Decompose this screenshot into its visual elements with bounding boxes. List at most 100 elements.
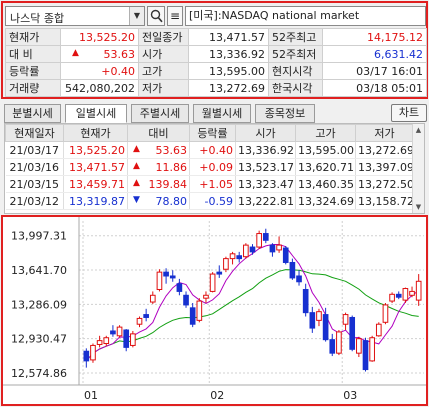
ma-short-line xyxy=(85,244,419,362)
change-cell: ▲ 53.63 xyxy=(60,45,139,63)
candlestick-chart[interactable]: 13,997.31 13,641.70 13,286.09 12,930.47 12,5… xyxy=(3,217,426,404)
up-triangle-icon: ▲ xyxy=(133,177,140,188)
candle-body xyxy=(116,326,123,337)
korea-time-value: 03/18 05:01 xyxy=(322,79,427,97)
local-time-label: 현지시각 xyxy=(268,62,323,80)
table-row[interactable]: 21/03/16 13,471.57 ▲ 11.86 +0.09 13,523.17 13,… xyxy=(5,158,414,176)
candle-body xyxy=(149,294,156,303)
local-time-value: 03/17 16:01 xyxy=(322,62,427,80)
candle-body xyxy=(336,331,342,354)
candle-body xyxy=(156,271,163,290)
candle-body xyxy=(90,344,96,361)
w52-low-label: 52주최저 xyxy=(268,45,323,63)
table-row[interactable]: 21/03/17 13,525.20 ▲ 53.63 +0.40 13,336.92 13,… xyxy=(5,141,414,159)
candle-body xyxy=(316,311,322,321)
candle-body xyxy=(256,233,262,248)
price-chart-panel: 13,997.31 13,641.70 13,286.09 12,930.47 12,5… xyxy=(1,215,428,406)
open-cell-value: 13,523.17 xyxy=(238,160,294,174)
change-cell: ▲ 11.86 xyxy=(127,158,190,176)
col-header-low[interactable]: 저가 xyxy=(355,124,414,142)
rate-cell: +1.05 xyxy=(189,175,236,193)
chart-button[interactable]: 차트 xyxy=(391,104,427,122)
col-header-open[interactable]: 시가 xyxy=(235,124,296,142)
table-row[interactable]: 21/03/15 13,459.71 ▲ 139.84 +1.05 13,323.47 13… xyxy=(5,175,414,193)
scroll-up-icon[interactable]: ▲ xyxy=(415,126,422,134)
change-cell: ▼ 78.80 xyxy=(127,192,190,210)
prev-close-value: 13,471.57 xyxy=(188,28,269,46)
chevron-down-icon[interactable]: ▼ xyxy=(129,7,144,25)
daily-table: 현재일자 현재가 대비 등락률 시가 고가 저가 21/03/17 13,525.… xyxy=(5,124,414,210)
candle-body xyxy=(402,288,409,301)
korea-time-label: 한국시각 xyxy=(268,79,323,97)
rate-cell: +0.09 xyxy=(189,158,236,176)
tab-weekly[interactable]: 주별시세 xyxy=(131,104,189,123)
x-tick-label: 02 xyxy=(210,389,224,402)
col-header-high[interactable]: 고가 xyxy=(295,124,356,142)
candle-body xyxy=(243,244,249,258)
change-value: 53.63 xyxy=(103,47,136,61)
high-cell: 13,324.69 xyxy=(295,192,356,210)
candle-body xyxy=(356,338,362,354)
search-button[interactable] xyxy=(147,6,165,26)
open-label: 시가 xyxy=(138,45,189,63)
x-tick-label: 03 xyxy=(343,389,357,402)
high-cell-value: 13,620.71 xyxy=(298,160,354,174)
open-cell-value: 13,323.47 xyxy=(238,177,294,191)
date-cell: 21/03/15 xyxy=(5,175,64,193)
tab-minute[interactable]: 분별시세 xyxy=(4,104,61,123)
change-cell-value: 78.80 xyxy=(155,194,188,208)
candle-body xyxy=(296,275,302,283)
table-row[interactable]: 21/03/12 13,319.87 ▼ 78.80 -0.59 13,222.81 13,… xyxy=(5,192,414,210)
quote-table: 현재가 13,525.20 전일종가 13,471.57 52주최고 14,17… xyxy=(5,28,427,97)
quote-row: 현재가 13,525.20 전일종가 13,471.57 52주최고 14,17… xyxy=(5,28,427,46)
open-cell: 13,323.47 xyxy=(235,175,296,193)
prev-close-label: 전일종가 xyxy=(138,28,189,46)
candle-body xyxy=(369,337,375,362)
up-triangle-icon: ▲ xyxy=(133,143,140,154)
low-cell: 13,397.09 xyxy=(355,158,414,176)
high-cell-value: 13,460.35 xyxy=(298,177,354,191)
candle-body xyxy=(110,330,116,335)
open-cell: 13,336.92 xyxy=(235,141,296,159)
low-label: 저가 xyxy=(138,79,189,97)
col-header-date[interactable]: 현재일자 xyxy=(5,124,64,142)
change-cell-value: 11.86 xyxy=(155,160,188,174)
close-cell-value: 13,525.20 xyxy=(69,143,125,157)
candle-body xyxy=(236,255,243,260)
change-cell: ▲ 53.63 xyxy=(127,141,190,159)
symbol-combobox[interactable]: 나스닥 종합 ▼ xyxy=(5,6,145,26)
rate-cell-value: +0.40 xyxy=(199,143,233,157)
candle-body xyxy=(169,275,176,279)
high-value: 13,595.00 xyxy=(188,62,269,80)
tab-stock-info[interactable]: 종목정보 xyxy=(255,104,315,123)
vertical-scrollbar[interactable]: ▲ ▼ xyxy=(412,124,424,213)
high-cell: 13,620.71 xyxy=(295,158,356,176)
candle-body xyxy=(176,283,183,292)
change-cell-value: 53.63 xyxy=(155,143,188,157)
high-cell: 13,460.35 xyxy=(295,175,356,193)
candle-body xyxy=(322,314,329,341)
date-cell-value: 21/03/17 xyxy=(9,143,59,157)
col-header-change[interactable]: 대비 xyxy=(127,124,190,142)
tab-daily[interactable]: 일별시세 xyxy=(65,104,127,123)
menu-lines-icon: ≡ xyxy=(169,9,181,23)
y-tick-label: 13,286.09 xyxy=(11,298,67,311)
candle-body xyxy=(183,294,189,306)
close-cell: 13,319.87 xyxy=(63,192,128,210)
candle-body xyxy=(395,293,402,298)
tab-bar: 분별시세 일별시세 주별시세 월별시세 종목정보 xyxy=(4,104,425,123)
search-icon xyxy=(150,9,163,23)
category-menu-button[interactable]: ≡ xyxy=(167,6,183,26)
date-cell: 21/03/17 xyxy=(5,141,64,159)
candle-body xyxy=(389,293,395,302)
quote-row: 등락률 +0.40 고가 13,595.00 현지시각 03/17 16:01 xyxy=(5,62,427,80)
col-header-rate[interactable]: 등락률 xyxy=(189,124,236,142)
open-cell: 13,222.81 xyxy=(235,192,296,210)
close-cell: 13,525.20 xyxy=(63,141,128,159)
tab-monthly[interactable]: 월별시세 xyxy=(193,104,251,123)
scroll-down-icon[interactable]: ▼ xyxy=(415,203,422,211)
high-cell: 13,595.00 xyxy=(295,141,356,159)
candle-body xyxy=(209,273,216,292)
candle-body xyxy=(123,329,130,348)
col-header-close[interactable]: 현재가 xyxy=(63,124,128,142)
